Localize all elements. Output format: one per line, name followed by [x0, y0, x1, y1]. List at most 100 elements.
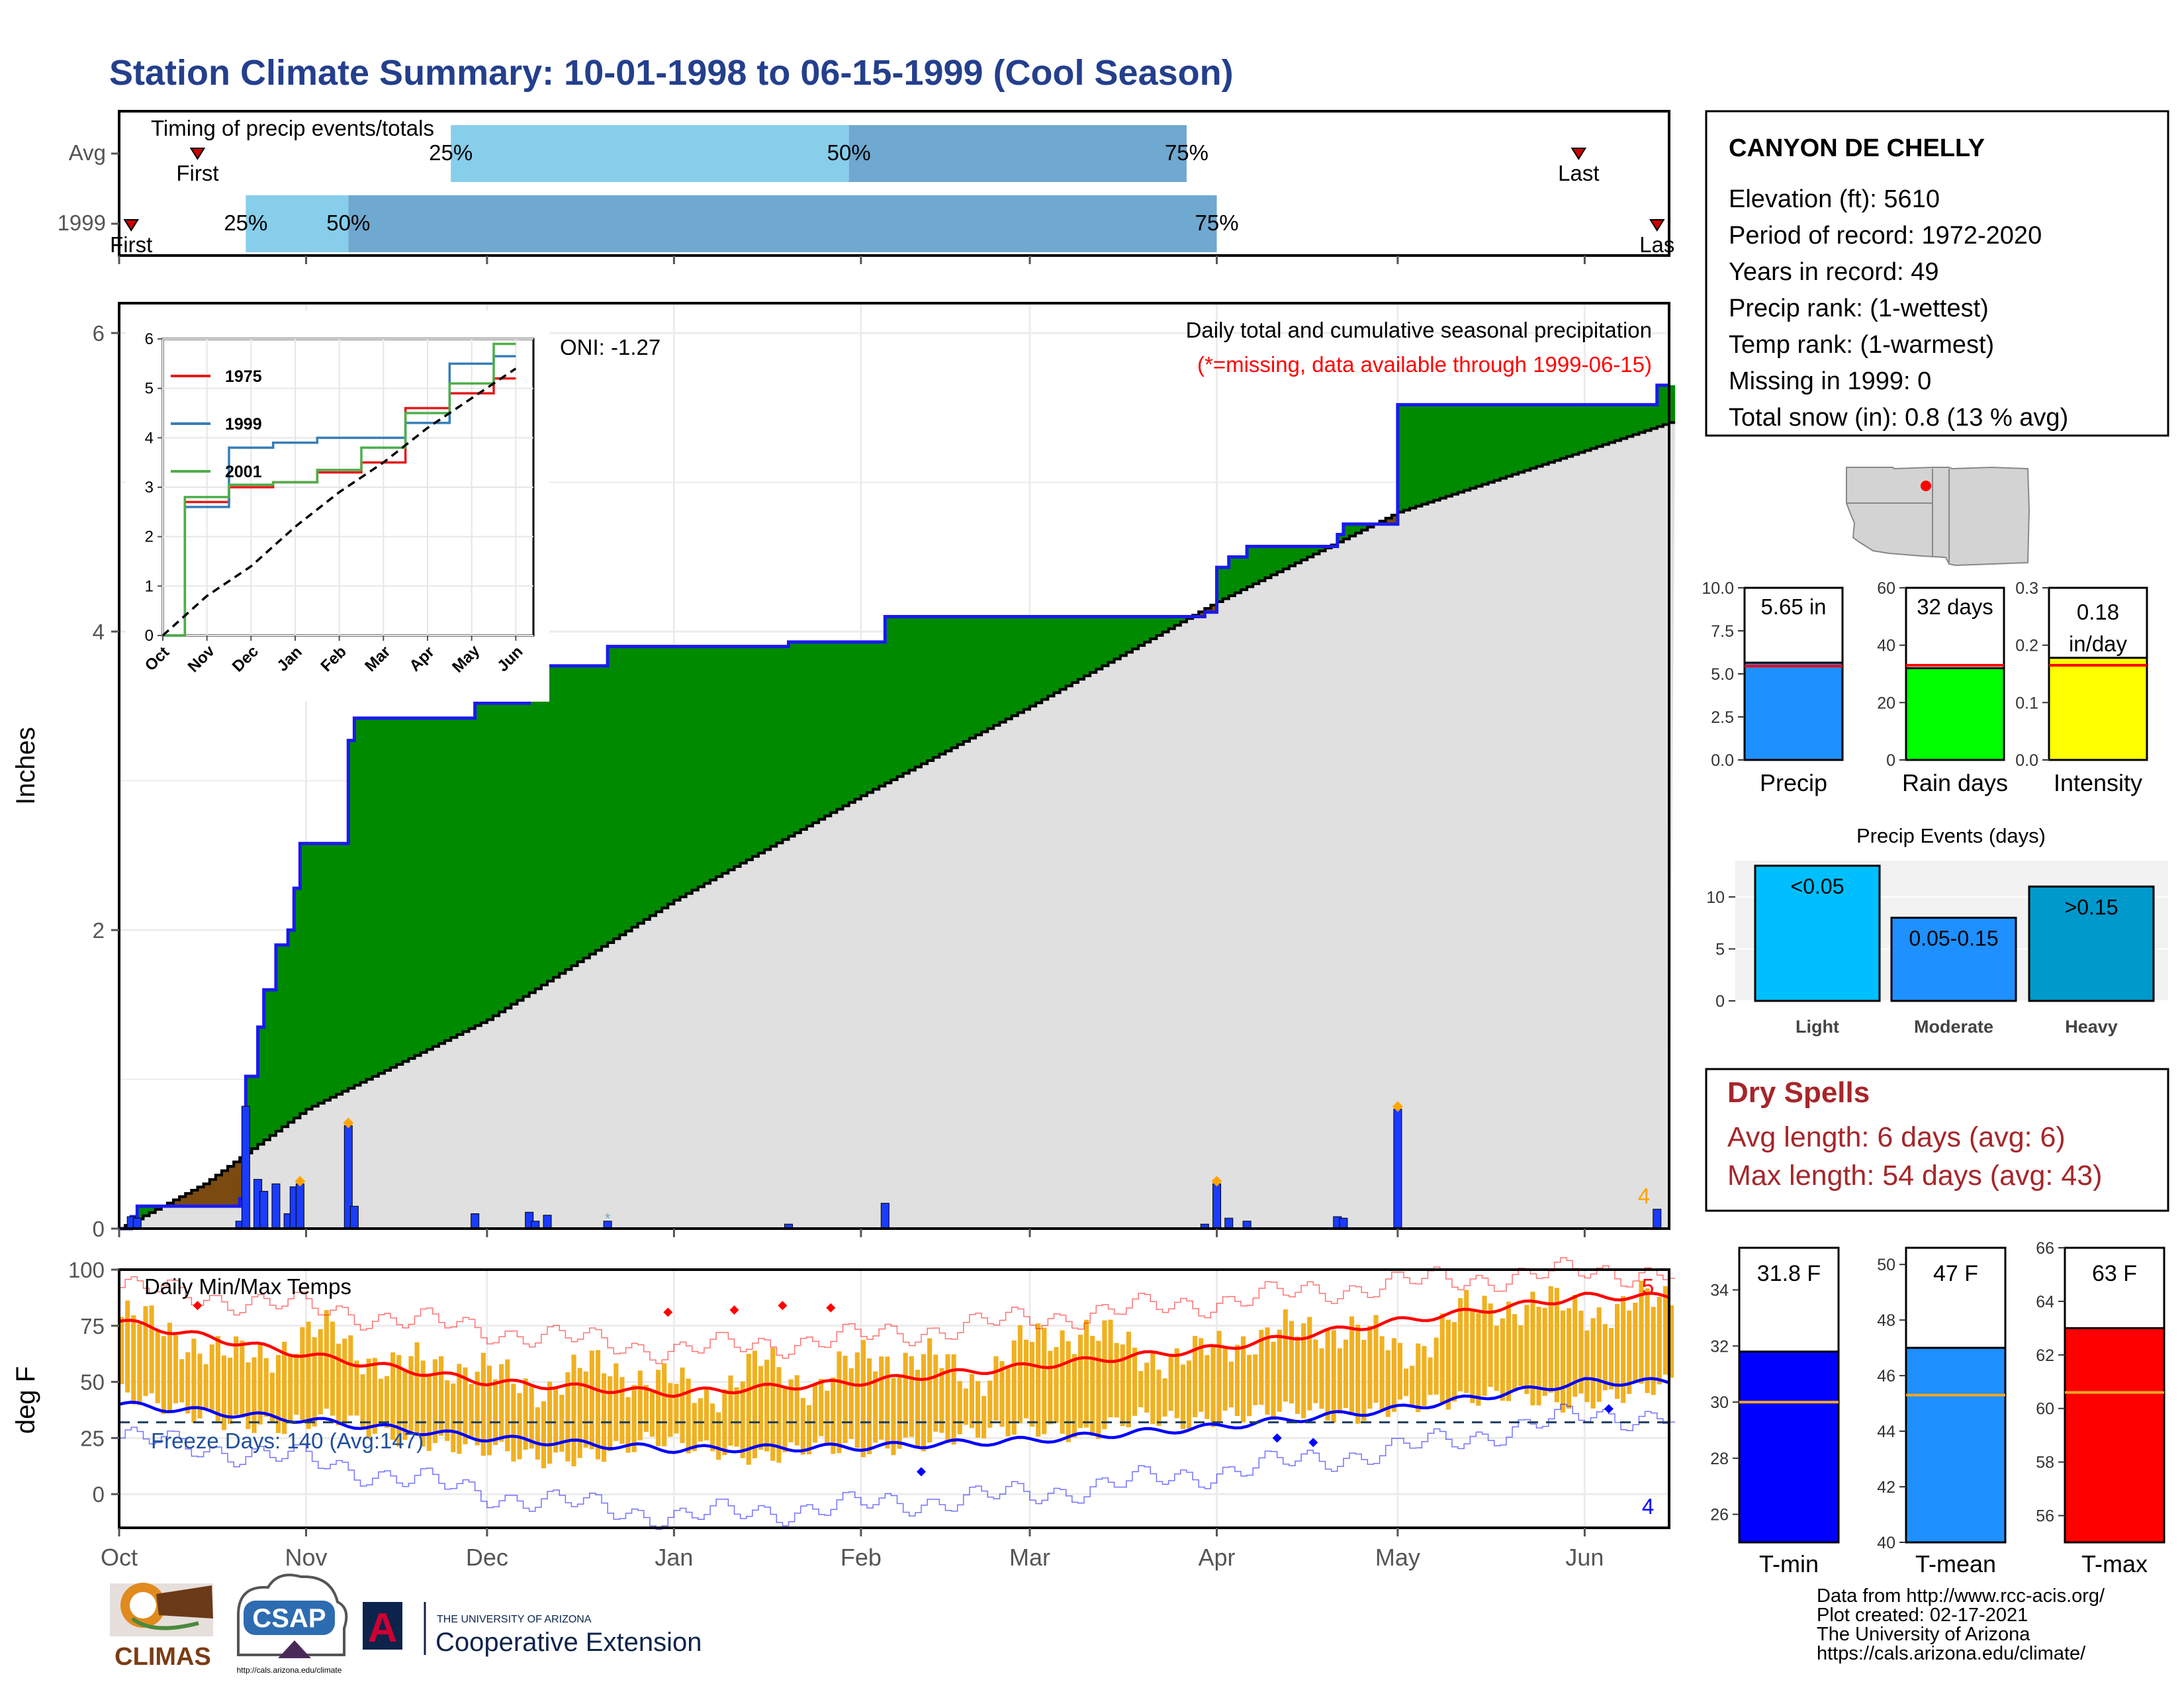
daily-temp-bar [1162, 1378, 1167, 1417]
temperature-summary-bars: 26 28 30 32 34 31.8 F T-min 40 42 44 46 48 50 47 F T-m… [1710, 1239, 2165, 1577]
daily-temp-bar [637, 1370, 643, 1440]
daily-temp-bar [860, 1340, 866, 1458]
last-event-label: Last [1558, 161, 1599, 185]
daily-temp-bar [680, 1367, 685, 1444]
daily-temp-bar [1234, 1344, 1240, 1417]
last-event-marker [1649, 219, 1665, 232]
daily-temp-bar [842, 1356, 848, 1443]
daily-temp-bar [203, 1364, 208, 1410]
timing-percent-label: 25% [224, 211, 267, 235]
daily-max-marker [295, 1176, 306, 1187]
inset-y-tick-label: 2 [145, 528, 154, 546]
temp-summary-y-tick-label: 46 [1877, 1367, 1895, 1385]
summary-value-label: in/day [2069, 632, 2128, 656]
daily-temp-bar [800, 1397, 805, 1455]
daily-temp-bar [499, 1364, 504, 1442]
daily-temp-bar [1404, 1368, 1409, 1396]
daily-temp-bar [1036, 1323, 1041, 1437]
daily-temp-bar [945, 1354, 950, 1443]
timing-row-avg-label: Avg [69, 140, 106, 165]
daily-temp-bar [897, 1375, 902, 1449]
daily-temp-bar [656, 1370, 661, 1446]
dry-spells-title: Dry Spells [1727, 1076, 1870, 1109]
daily-temp-bar [1259, 1329, 1264, 1405]
daily-temp-bar [149, 1305, 154, 1393]
inset-y-tick-label: 5 [145, 380, 154, 398]
daily-temp-bar [1222, 1347, 1228, 1411]
daily-temp-bar [764, 1359, 770, 1452]
daily-temp-bar [559, 1395, 565, 1452]
daily-temp-bar [1439, 1313, 1445, 1405]
daily-temp-bar [595, 1350, 601, 1460]
locator-map-shape [1846, 466, 2030, 567]
temp-summary-y-tick-label: 56 [2036, 1507, 2054, 1526]
event-bar [1890, 916, 2017, 1002]
daily-temp-bar [1120, 1344, 1125, 1427]
daily-temp-bar [1428, 1357, 1433, 1395]
month-axis-label: Nov [285, 1544, 327, 1571]
event-category-label: Light [1796, 1017, 1839, 1037]
month-axis-label: Feb [841, 1544, 882, 1571]
daily-temp-bar [643, 1385, 649, 1432]
oni-label: ONI: -1.27 [560, 335, 660, 359]
daily-max-marker [1211, 1176, 1222, 1187]
daily-temp-bar [336, 1343, 341, 1426]
temp-summary-y-tick-label: 44 [1877, 1423, 1895, 1441]
daily-temp-bar [372, 1358, 377, 1434]
climas-logo-text: CLIMAS [114, 1643, 211, 1671]
daily-temp-bar [1379, 1336, 1385, 1410]
daily-temp-bar [1662, 1286, 1668, 1375]
daily-temp-bar [1458, 1298, 1463, 1391]
csap-logo-text: CSAP [252, 1604, 326, 1633]
temp-summary-bar [1738, 1350, 1840, 1544]
ua-logo-mark: A [368, 1605, 398, 1651]
summary-bar [1743, 661, 1844, 761]
station-info-line: Missing in 1999: 0 [1729, 367, 1931, 395]
daily-temp-bar [1301, 1323, 1306, 1419]
daily-temp-bar [758, 1366, 764, 1450]
daily-temp-bar [1596, 1307, 1602, 1402]
temp-summary-label: T-mean [1915, 1550, 1996, 1577]
daily-temp-bar [1331, 1330, 1336, 1423]
credit-line: Plot created: 02-17-2021 [1817, 1605, 2028, 1626]
daily-temp-bar [137, 1323, 142, 1405]
precip-y-tick-label: 2 [93, 918, 105, 943]
daily-temp-bar [1500, 1318, 1505, 1401]
daily-temp-bar [517, 1393, 522, 1460]
daily-temp-bar [957, 1381, 962, 1434]
record-high-marker [778, 1301, 788, 1311]
temp-summary-y-tick-label: 42 [1877, 1478, 1895, 1497]
daily-temp-bar [257, 1343, 263, 1425]
daily-temp-bar [668, 1383, 673, 1437]
daily-temp-bar [221, 1355, 227, 1430]
daily-temp-bar [366, 1358, 371, 1438]
daily-temp-bar [541, 1401, 547, 1469]
daily-temp-bar [1536, 1307, 1541, 1406]
daily-temp-bar [486, 1366, 492, 1456]
daily-precip-bar [1653, 1209, 1662, 1229]
daily-temp-bar [1367, 1326, 1373, 1409]
month-axis-label: Mar [1009, 1544, 1050, 1571]
daily-temp-bar [819, 1379, 824, 1436]
daily-temp-bar [451, 1383, 456, 1452]
ua-logo-small: THE UNIVERSITY OF ARIZONA [437, 1614, 592, 1625]
daily-temp-bar [288, 1355, 293, 1423]
summary-value-label: 0.18 [2077, 600, 2119, 624]
daily-temp-bar [1361, 1340, 1367, 1421]
daily-temp-bar [251, 1357, 257, 1433]
temp-y-tick-label: 25 [80, 1426, 105, 1450]
daily-temp-bar [1470, 1309, 1475, 1403]
events-y-tick-label: 10 [1706, 888, 1725, 907]
temp-panel: 0 25 50 75 100 Oct Nov Dec Jan Feb Mar Apr May Jun d… [11, 1257, 1676, 1571]
daily-temp-bar [445, 1380, 450, 1441]
daily-temp-bar [1066, 1341, 1071, 1442]
daily-temp-bar [1657, 1296, 1662, 1385]
daily-temp-bar [933, 1354, 938, 1432]
daily-temp-bar [915, 1370, 921, 1447]
daily-temp-bar [1005, 1365, 1011, 1436]
daily-precip-bar [132, 1217, 142, 1229]
inset-legend-label: 2001 [225, 463, 262, 481]
daily-temp-bar [662, 1363, 667, 1446]
daily-precip-bar [1224, 1217, 1234, 1229]
daily-temp-bar [619, 1377, 625, 1444]
